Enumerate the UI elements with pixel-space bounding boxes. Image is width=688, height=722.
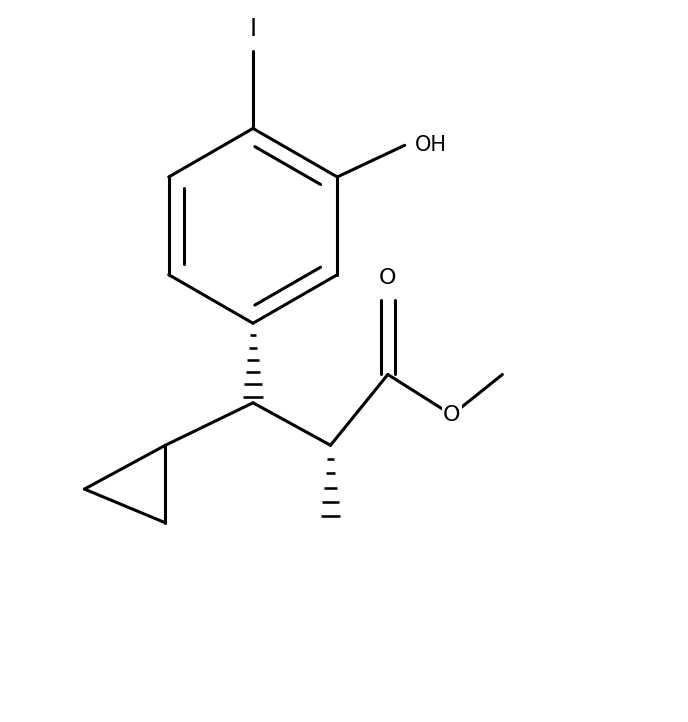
Text: I: I <box>250 17 257 41</box>
Text: OH: OH <box>415 135 447 155</box>
Text: O: O <box>379 268 396 288</box>
Text: O: O <box>443 405 460 425</box>
